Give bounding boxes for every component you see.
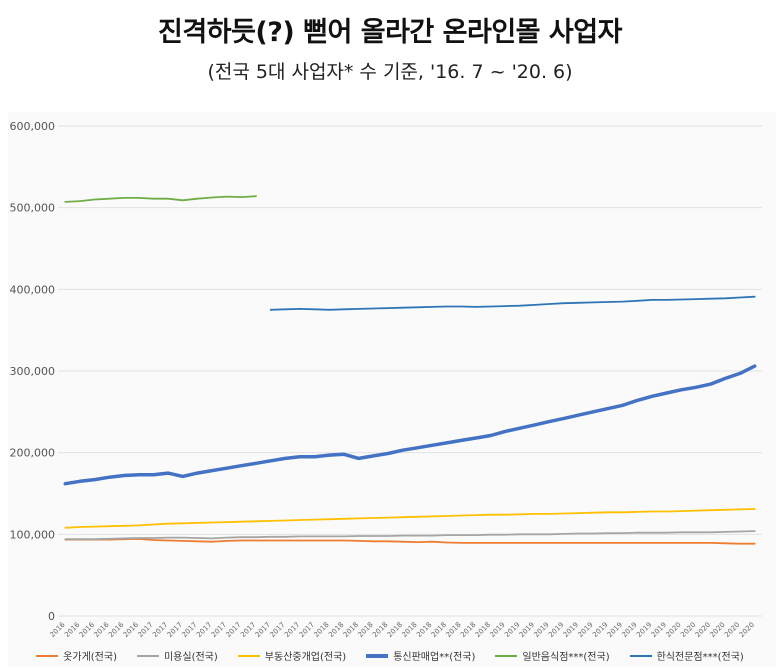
x-tick-label: 2016: [78, 620, 97, 639]
legend-item: 옷가게(전국): [36, 648, 117, 663]
x-tick-label: 2017: [195, 621, 213, 639]
x-tick-label: 2020: [679, 621, 697, 639]
chart-legend: 옷가게(전국) 미용실(전국) 부동산중개업(전국) 통신판매업**(전국) 일반음식점…: [0, 648, 780, 663]
x-tick-label: 2019: [576, 621, 594, 639]
x-tick-label: 2019: [591, 621, 609, 639]
legend-label: 일반음식점***(전국): [522, 652, 610, 663]
x-tick-label: 2019: [606, 621, 624, 639]
x-tick-label: 2020: [738, 621, 756, 639]
x-tick-label: 2017: [210, 621, 228, 639]
x-tick-label: 2017: [166, 621, 184, 639]
x-tick-label: 2018: [415, 621, 433, 639]
legend-label: 한식전문점***(전국): [656, 652, 744, 663]
x-tick-label: 2020: [723, 621, 741, 639]
legend-item: 통신판매업**(전국): [366, 648, 475, 663]
x-tick-label: 2017: [136, 621, 154, 639]
legend-swatch: [36, 654, 59, 657]
x-tick-label: 2020: [694, 621, 712, 639]
x-tick-label: 2016: [63, 620, 82, 639]
y-tick-label: 400,000: [10, 283, 56, 296]
chart-subtitle: (전국 5대 사업자* 수 기준, '16. 7 ~ '20. 6): [207, 61, 573, 83]
series-line: [64, 508, 756, 529]
y-tick-label: 600,000: [10, 120, 56, 133]
x-tick-label: 2019: [547, 621, 565, 639]
y-tick-label: 200,000: [10, 447, 56, 460]
x-tick-label: 2018: [356, 621, 374, 639]
x-tick-label: 2019: [503, 621, 521, 639]
legend-label: 통신판매업**(전국): [393, 652, 476, 663]
x-tick-label: 2019: [488, 621, 506, 639]
series-line: [269, 295, 756, 311]
plot-panel: [8, 112, 776, 667]
y-tick-label: 300,000: [10, 365, 56, 378]
x-tick-label: 2017: [151, 621, 169, 639]
x-tick-label: 2017: [224, 621, 242, 639]
x-tick-label: 2016: [48, 620, 67, 639]
x-tick-label: 2019: [562, 621, 580, 639]
x-tick-label: 2018: [444, 621, 462, 639]
legend-label: 부동산중개업(전국): [264, 652, 347, 663]
legend-item: 부동산중개업(전국): [237, 648, 347, 663]
x-tick-label: 2018: [459, 621, 477, 639]
x-tick-label: 2018: [430, 621, 448, 639]
x-tick-label: 2020: [664, 621, 682, 639]
y-tick-label: 500,000: [10, 202, 56, 215]
legend-swatch: [136, 654, 159, 657]
series-line: [64, 530, 756, 541]
x-tick-label: 2016: [107, 620, 126, 639]
legend-swatch: [495, 654, 518, 657]
x-tick-label: 2017: [254, 621, 272, 639]
x-tick-label: 2017: [298, 621, 316, 639]
x-tick-label: 2019: [532, 621, 550, 639]
series-line: [64, 537, 756, 545]
x-tick-label: 2018: [386, 621, 404, 639]
x-tick-label: 2018: [327, 621, 345, 639]
x-tick-label: 2019: [650, 621, 668, 639]
legend-swatch: [366, 653, 389, 658]
x-tick-label: 2017: [180, 621, 198, 639]
x-tick-label: 2018: [312, 621, 330, 639]
legend-label: 옷가게(전국): [63, 652, 117, 663]
x-tick-label: 2019: [620, 621, 638, 639]
x-tick-label: 2018: [342, 621, 360, 639]
y-tick-label: 100,000: [10, 528, 56, 541]
x-tick-label: 2017: [283, 621, 301, 639]
chart-title: 진격하듯(?) 뻗어 올라간 온라인몰 사업자: [158, 17, 622, 48]
legend-label: 미용실(전국): [163, 652, 218, 663]
legend-item: 한식전문점***(전국): [629, 648, 744, 663]
x-tick-label: 2019: [518, 621, 536, 639]
x-tick-label: 2018: [400, 621, 418, 639]
x-tick-label: 2020: [708, 621, 726, 639]
x-tick-label: 2016: [122, 620, 141, 639]
x-tick-label: 2018: [371, 621, 389, 639]
x-tick-label: 2018: [474, 621, 492, 639]
x-tick-label: 2017: [239, 621, 257, 639]
legend-item: 미용실(전국): [136, 648, 218, 663]
series-line: [64, 195, 257, 203]
legend-swatch: [629, 654, 652, 657]
legend-swatch: [237, 654, 260, 657]
series-line: [63, 364, 757, 486]
y-tick-label: 0: [48, 610, 55, 623]
x-tick-label: 2017: [268, 621, 286, 639]
x-tick-label: 2016: [92, 620, 111, 639]
legend-item: 일반음식점***(전국): [495, 648, 610, 663]
x-tick-label: 2019: [635, 621, 653, 639]
